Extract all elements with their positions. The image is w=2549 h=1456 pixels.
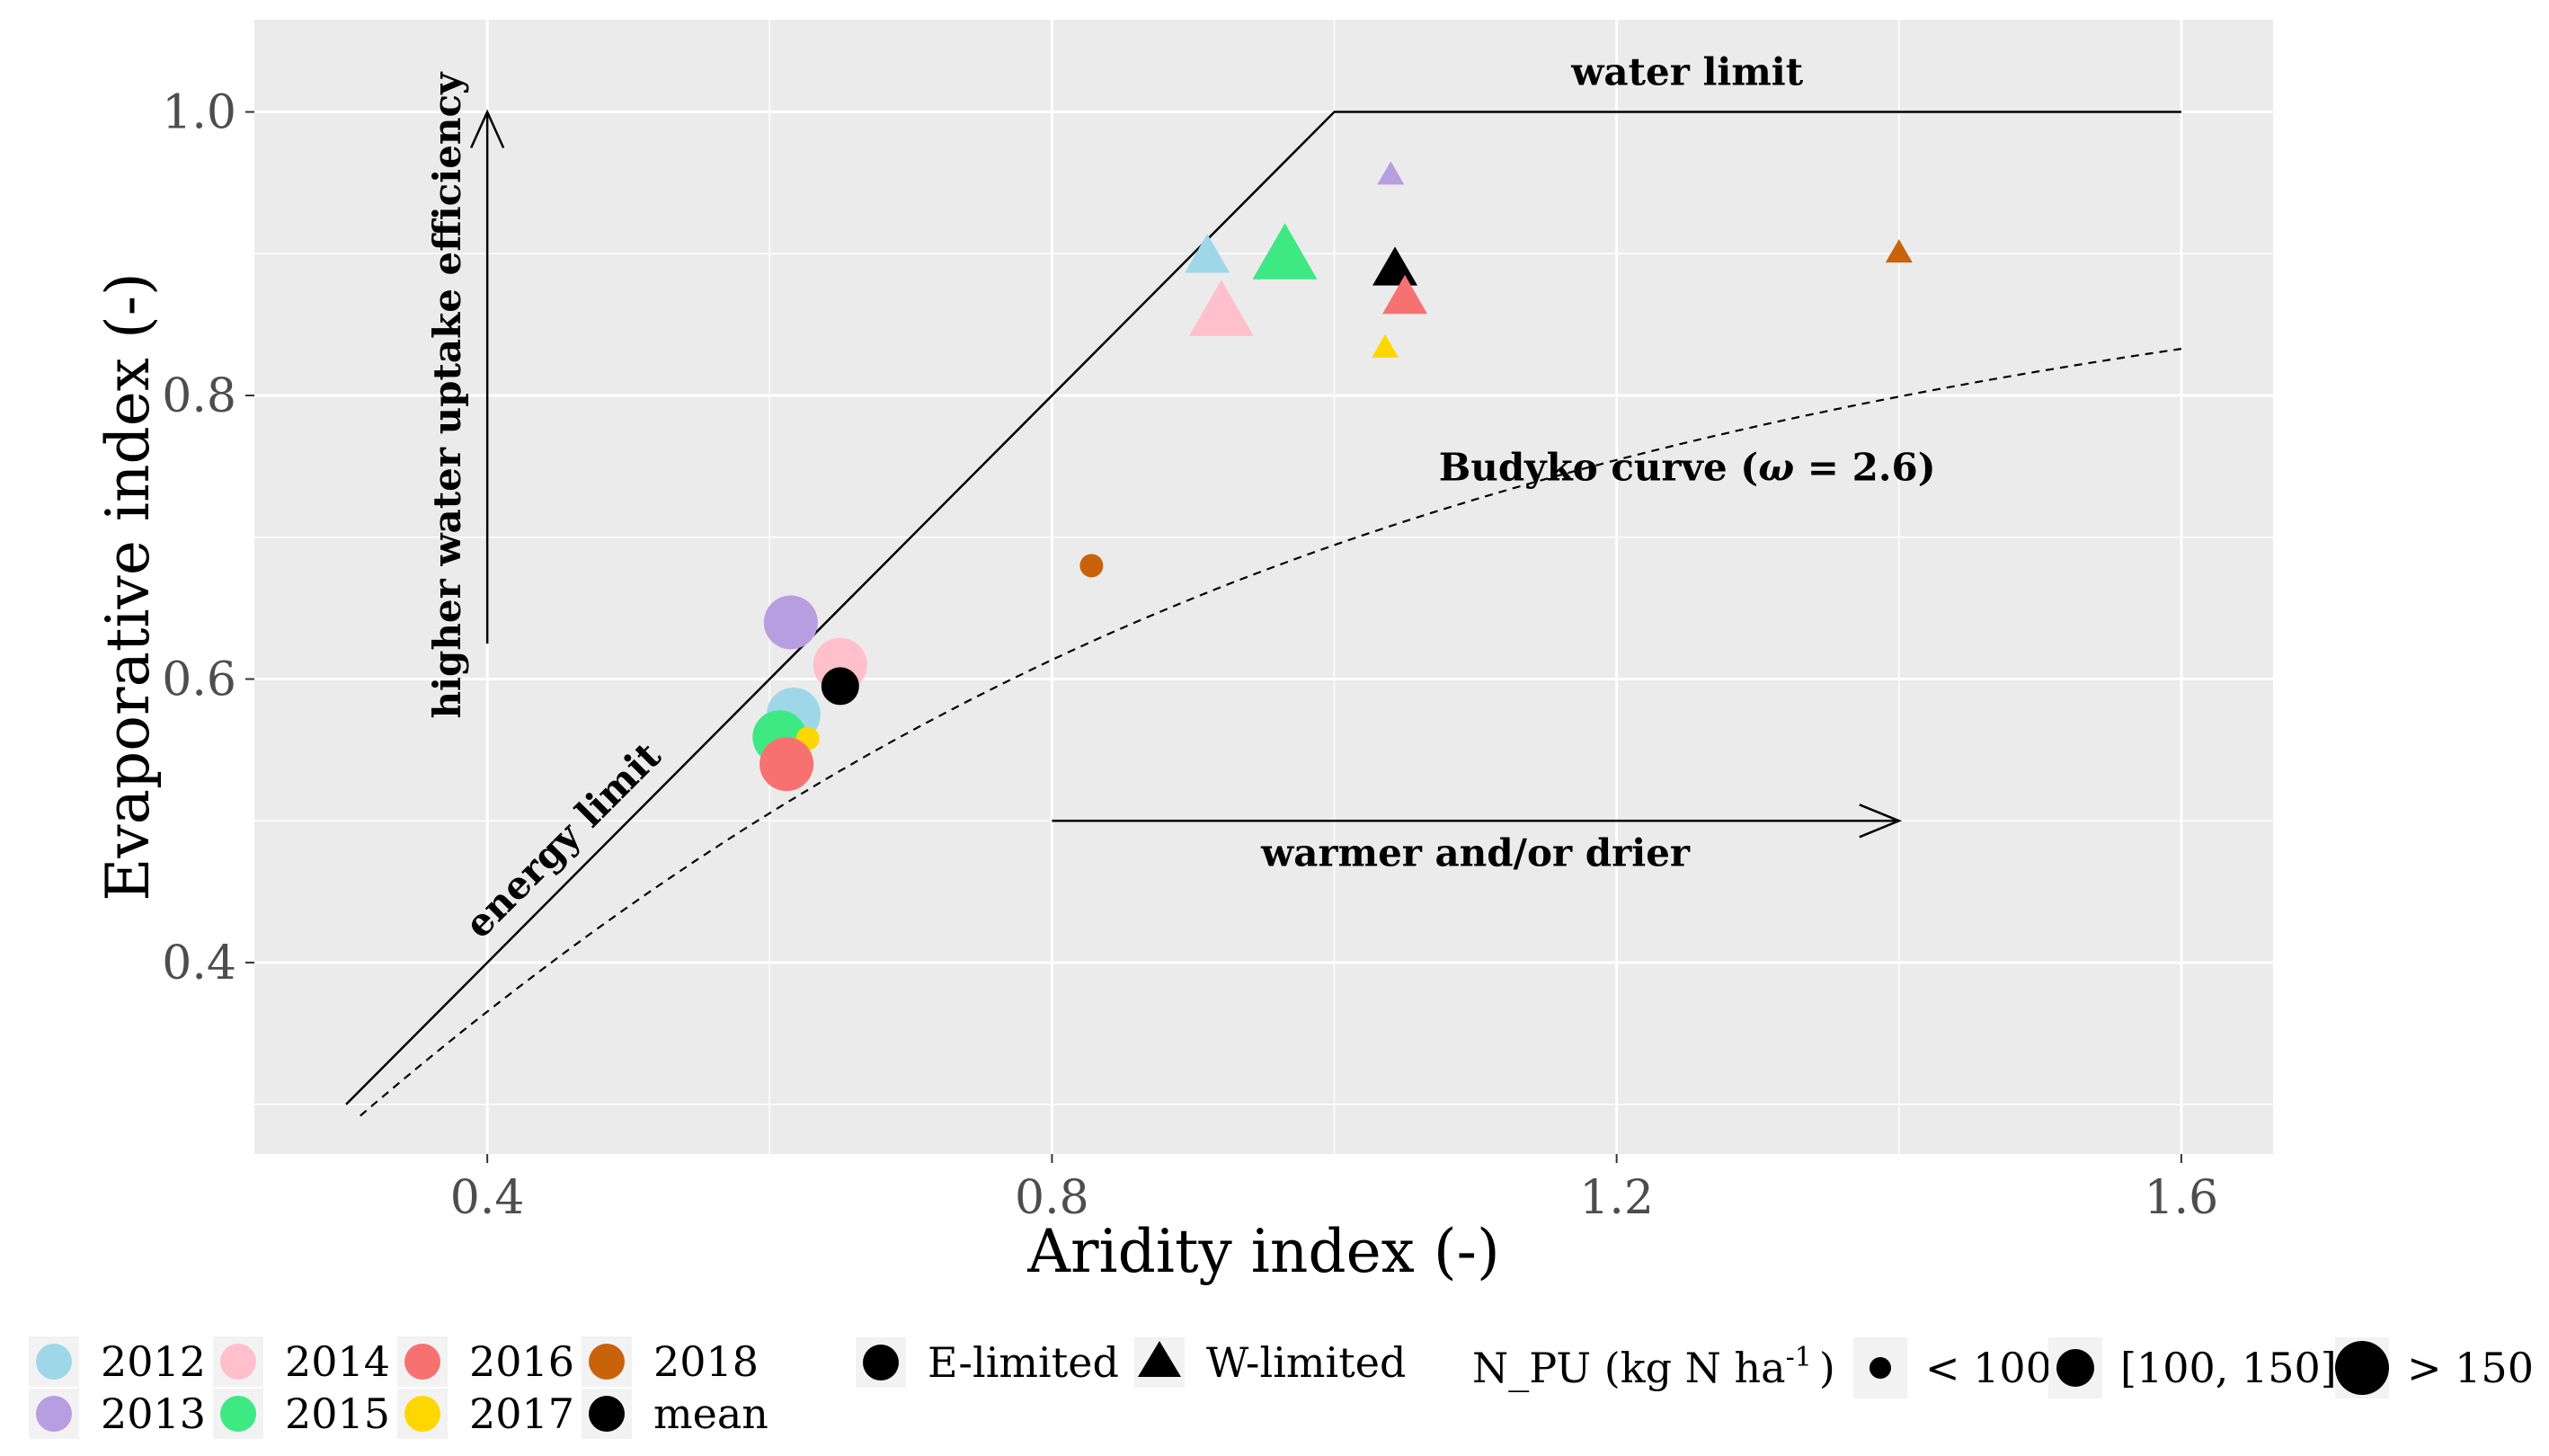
efficiency-label: higher water uptake efficiency [425,71,469,719]
point-2018-triangle [1885,239,1913,263]
legend-swatch-mean [589,1396,625,1432]
legend-label-2014: 2014 [285,1337,390,1386]
legend-label-mean: mean [653,1389,768,1438]
legend-swatch-2015 [220,1396,256,1432]
y-tick-label: 0.6 [162,653,236,707]
y-tick-label: 0.8 [162,369,236,423]
legend-swatch-2014 [220,1344,256,1380]
legend-size-large [2335,1341,2389,1395]
y-axis-title: Evaporative index (-) [93,272,163,901]
point-2013-triangle [1377,161,1405,185]
x-tick-label: 1.6 [2145,1171,2219,1225]
efficiency-arrow-head [470,109,505,149]
y-tick-label: 1.0 [162,86,236,140]
x-tick-label: 0.4 [450,1171,525,1225]
legend-swatch-2016 [404,1344,440,1380]
point-2013-circle [763,595,818,650]
data-points [752,161,1913,792]
legend-size-label-large: > 150 [2407,1344,2534,1392]
water-limit-label: water limit [1570,50,1804,94]
legend-size-small [1870,1357,1891,1379]
point-2016-triangle [1382,274,1428,315]
legend-swatch-2012 [36,1344,72,1380]
point-2012-triangle [1185,234,1230,273]
legend-label-2012: 2012 [101,1337,206,1386]
legend-size-medium [2056,1349,2094,1387]
energy-water-limit-line [345,111,2181,1105]
point-2016-circle [759,737,814,792]
legend-swatch-2013 [36,1396,72,1432]
warmer-arrow-head [1859,803,1903,839]
point-mean-circle [821,667,859,706]
legend-label-2018: 2018 [653,1337,759,1386]
legend-shape-label-triangle: W-limited [1206,1338,1406,1387]
legend-shape-label-circle: E-limited [928,1338,1119,1387]
point-2017-triangle [1372,333,1399,358]
x-tick-label: 1.2 [1579,1171,1654,1225]
limit-lines [345,111,2182,1117]
legend-size-title: N_PU (kg N ha-1) [1472,1342,1835,1392]
legend-size-label-small: < 100 [1925,1344,2052,1392]
legend-label-2015: 2015 [285,1389,390,1438]
legend-label-2013: 2013 [101,1389,206,1438]
point-2018-circle [1079,554,1104,578]
y-tick-label: 0.4 [162,937,236,990]
legend-swatch-2017 [404,1396,440,1432]
warmer-drier-label: warmer and/or drier [1260,830,1691,874]
legend-label-2016: 2016 [469,1337,574,1386]
legend-size-label-medium: [100, 150] [2120,1344,2337,1392]
x-tick-label: 0.8 [1015,1171,1089,1225]
grid-lines [254,20,2273,1154]
x-axis-title: Aridity index (-) [1026,1217,1499,1286]
legend-label-2017: 2017 [469,1389,574,1438]
point-mean-triangle [1372,246,1418,286]
plot-panel [254,20,2273,1154]
point-2014-triangle [1188,280,1254,336]
legend-swatch-2018 [589,1344,625,1380]
legend-shape-circle [863,1345,899,1381]
budyko-curve-label: Budyko curve (ω = 2.6) [1439,446,1936,490]
legend-shape-triangle [1138,1341,1181,1377]
axes: 0.4 0.8 1.2 1.6 0.4 0.6 0.8 1.0 Aridity index (-… [93,86,2218,1286]
point-2015-triangle [1252,223,1318,280]
budyko-curve [360,348,2182,1117]
